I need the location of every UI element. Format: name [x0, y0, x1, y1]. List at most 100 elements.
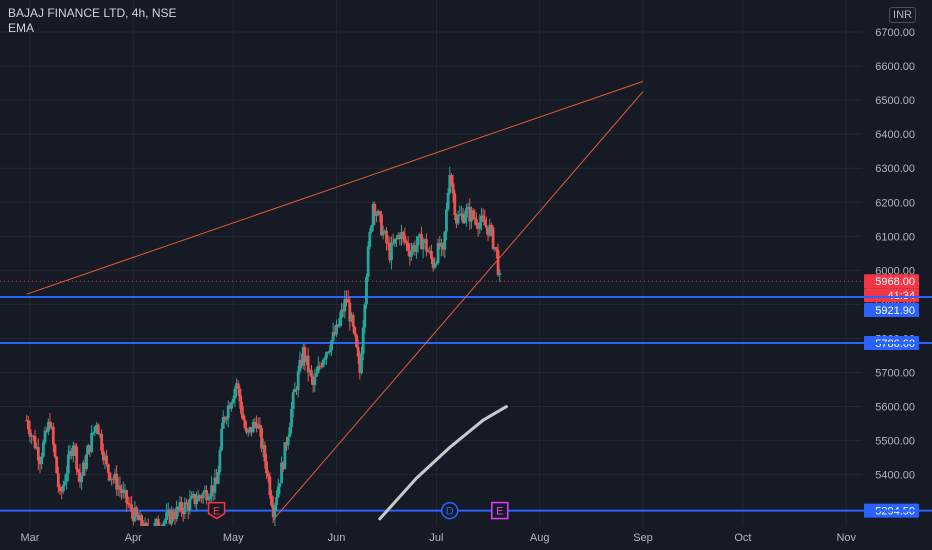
candle-body [441, 243, 445, 250]
candle-body [246, 430, 250, 433]
price-axis[interactable] [862, 0, 932, 526]
candle-body [50, 426, 54, 428]
candle-body [226, 405, 230, 419]
candle-body [73, 445, 77, 447]
candle-body [320, 366, 323, 368]
candle-body [488, 224, 492, 236]
candle-body [101, 450, 105, 461]
candle-body [258, 424, 262, 429]
candle-body [36, 447, 40, 461]
candle-body [278, 483, 282, 487]
candle-body [448, 174, 452, 193]
candle-body [245, 428, 248, 433]
candle-body [210, 485, 213, 497]
candle-body [428, 251, 432, 253]
price-tick-label: 5600.00 [875, 402, 915, 414]
candle-body [336, 324, 340, 327]
candle-body [275, 497, 278, 506]
candle-body [406, 243, 410, 251]
candle-body [286, 436, 290, 446]
time-tick-label: Jun [328, 532, 346, 544]
candle-body [333, 331, 337, 335]
candle-body [106, 464, 110, 473]
candle-body [273, 505, 277, 518]
candle-body [316, 365, 320, 373]
candle-body [371, 203, 375, 226]
chart-legend: BAJAJ FINANCE LTD, 4h, NSE EMA [8, 6, 177, 36]
candle-body [215, 477, 218, 484]
candle-body [156, 518, 160, 530]
candle-body [385, 230, 388, 243]
candle-body [271, 505, 275, 518]
candle-body [61, 484, 65, 492]
candle-body [355, 334, 358, 347]
candle-body [331, 331, 335, 341]
candle-body [121, 490, 125, 494]
candle-body [358, 356, 362, 373]
candle-body [80, 475, 84, 483]
candle-body [236, 383, 240, 389]
candle-body [163, 520, 167, 524]
currency-badge[interactable]: INR [889, 7, 916, 23]
horizontal-lines[interactable] [0, 295, 862, 512]
candle-body [60, 490, 64, 492]
candle-body [213, 477, 217, 493]
candle-body [46, 421, 50, 432]
candle-body [263, 445, 267, 462]
candle-body [370, 225, 373, 232]
candle-body [248, 427, 252, 431]
price-tick-label: 6400.00 [875, 129, 915, 141]
candle-body [170, 511, 173, 524]
candle-body [261, 445, 265, 449]
candle-body [168, 510, 172, 524]
candle-body [201, 492, 205, 499]
candle-body [188, 498, 192, 511]
time-tick-label: Aug [530, 532, 550, 544]
time-axis-labels: Mar Apr May Jun Jul Aug Sep Oct Nov [21, 532, 857, 544]
candle-body [456, 215, 460, 224]
candle-body [81, 462, 85, 476]
candle-body [283, 442, 287, 470]
candle-body [481, 215, 485, 220]
candle-body [211, 485, 215, 493]
candle-body [326, 352, 330, 354]
candle-body [205, 490, 208, 501]
candle-body [330, 340, 333, 351]
event-d-marker: D [441, 501, 459, 520]
indicator-label[interactable]: EMA [8, 21, 35, 35]
candle-body [228, 405, 232, 409]
candle-body [421, 240, 425, 250]
candle-body [310, 370, 313, 377]
candle-body [410, 250, 413, 257]
candle-body [193, 494, 197, 504]
grid [0, 0, 862, 526]
trendlines[interactable] [26, 80, 644, 521]
level-tag-text: 5921.90 [875, 305, 915, 317]
candle-body [105, 455, 109, 465]
candle-body [475, 219, 478, 226]
candle-body [293, 388, 297, 393]
candle-body [420, 234, 423, 250]
candle-body [86, 445, 90, 455]
candle-body [381, 231, 385, 236]
candle-body [306, 355, 310, 373]
candle-body [405, 241, 408, 244]
candle-body [270, 495, 273, 506]
symbol-title[interactable]: BAJAJ FINANCE LTD, 4h, NSE [8, 6, 177, 20]
candle-body [53, 444, 57, 457]
candle-body [463, 217, 467, 223]
candle-body [116, 485, 120, 490]
candle-body [178, 501, 182, 510]
candle-body [461, 213, 465, 223]
candle-body [131, 512, 135, 522]
candle-body [298, 359, 302, 372]
candle-body [28, 429, 32, 437]
candle-body [55, 456, 59, 474]
candle-body [280, 462, 283, 484]
time-axis[interactable] [0, 526, 932, 550]
candle-body [288, 427, 292, 437]
candle-body [373, 203, 377, 216]
time-tick-label: Nov [836, 532, 856, 544]
